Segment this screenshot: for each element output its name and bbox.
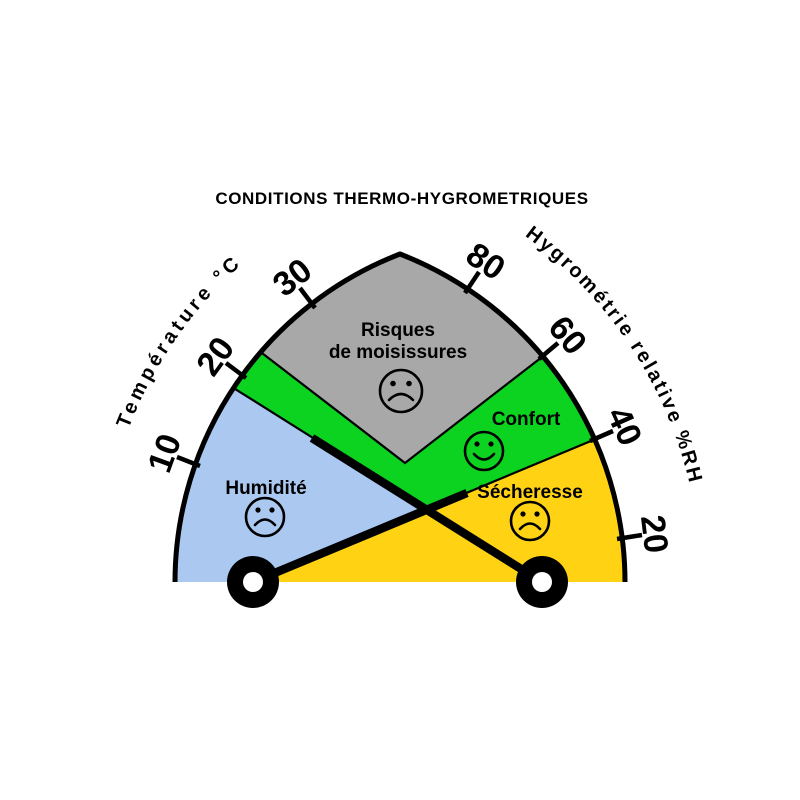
hygro-tick-label-60: 60 [541, 309, 594, 362]
pivot-hole [243, 572, 263, 592]
happy-face-icon-comfort [463, 430, 505, 472]
mold-zone-border [259, 351, 544, 465]
zone-labels: Risques de moisissures Confort Humidité … [225, 320, 582, 503]
temp-tick-20 [224, 361, 248, 380]
temp-tick-label-10: 10 [141, 429, 190, 478]
needle-left-pivot [251, 489, 469, 586]
face-outline [244, 496, 286, 538]
comfort-zone-label: Confort [492, 409, 561, 430]
face-outline [463, 430, 505, 472]
face-outline [378, 368, 424, 414]
hygro-tick-40 [589, 428, 614, 444]
gauge-outline [172, 251, 628, 583]
mold-zone-label-line1: Risques [361, 320, 435, 341]
face-outline [509, 500, 551, 542]
hygro-tick-label-80: 80 [459, 235, 512, 288]
face-frown-mouth [387, 392, 415, 402]
face-eye-right [269, 507, 275, 513]
zone-comfort [233, 352, 595, 510]
face-frown-mouth [518, 522, 542, 531]
face-eye-left [474, 441, 480, 447]
temp-tick-10 [176, 454, 201, 469]
face-eye-left [520, 511, 526, 517]
sad-face-icon-dryness [509, 500, 551, 542]
face-smile-mouth [472, 452, 496, 461]
page-title: CONDITIONS THERMO-HYGROMETRIQUES [215, 189, 588, 208]
sad-face-icon-humidity [244, 496, 286, 538]
pivot-ring-right [516, 556, 568, 608]
temp-tick-30 [298, 286, 317, 310]
hygro-tick-label-40: 40 [599, 401, 649, 451]
gauge-needles [227, 434, 568, 608]
pivot-hole [532, 572, 552, 592]
temp-tick-label-20: 20 [189, 330, 242, 383]
face-eye-right [534, 511, 540, 517]
dryness-zone-label: Sécheresse [477, 482, 583, 503]
mold-zone-label-line2: de moisissures [329, 342, 467, 363]
hygro-tick-label-20: 20 [633, 513, 675, 555]
humidity-zone-label: Humidité [225, 478, 306, 499]
hygro-tick-60 [537, 341, 560, 361]
pivot-ring-left [227, 556, 279, 608]
face-eye-left [255, 507, 261, 513]
temp-tick-label-30: 30 [266, 251, 319, 304]
temperature-ticks [176, 286, 317, 469]
hygro-tick-80 [463, 270, 481, 295]
hygrometry-ticks [463, 270, 643, 542]
hygro-tick-20 [616, 532, 643, 542]
face-frown-mouth [253, 518, 277, 527]
face-eye-right [406, 380, 412, 387]
sad-face-icon-mold [378, 368, 424, 414]
face-eye-right [488, 441, 494, 447]
face-eye-left [390, 380, 396, 387]
